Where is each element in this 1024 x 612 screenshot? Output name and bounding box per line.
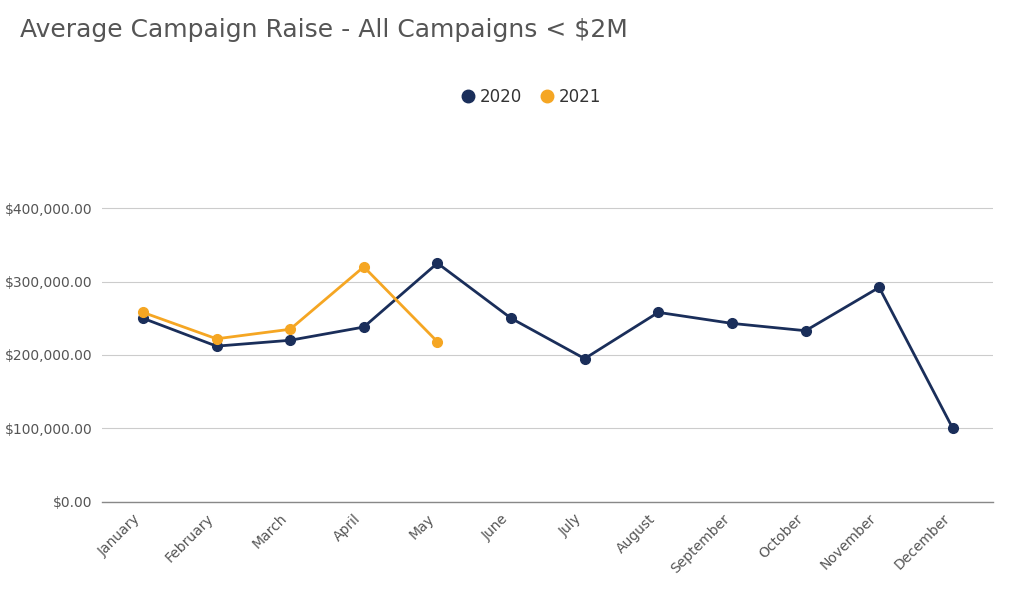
- 2020: [431, 259, 443, 267]
- Text: Average Campaign Raise - All Campaigns < $2M: Average Campaign Raise - All Campaigns <…: [20, 18, 629, 42]
- 2021: [431, 338, 443, 345]
- 2021: [137, 308, 150, 316]
- Line: 2020: 2020: [138, 258, 957, 433]
- 2021: [357, 263, 370, 271]
- 2020: [800, 327, 812, 334]
- 2021: [210, 335, 222, 343]
- 2020: [579, 355, 591, 362]
- 2020: [505, 315, 517, 322]
- 2020: [873, 284, 886, 291]
- Line: 2021: 2021: [138, 262, 442, 346]
- 2020: [726, 319, 738, 327]
- Legend: 2020, 2021: 2020, 2021: [457, 82, 608, 113]
- 2020: [137, 315, 150, 322]
- 2020: [210, 343, 222, 350]
- 2020: [284, 337, 296, 344]
- 2020: [357, 323, 370, 330]
- 2020: [946, 425, 958, 432]
- 2020: [652, 308, 665, 316]
- 2021: [284, 326, 296, 333]
